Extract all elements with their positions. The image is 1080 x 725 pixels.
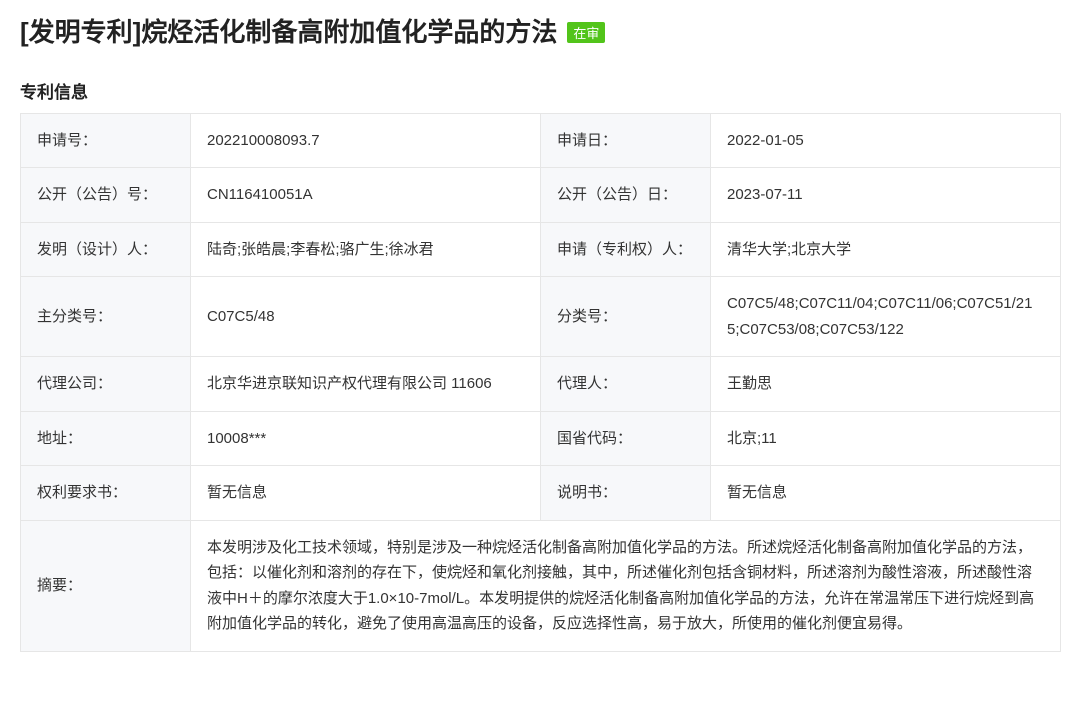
field-value: 暂无信息 [711,466,1061,521]
table-row: 代理公司：北京华进京联知识产权代理有限公司 11606代理人：王勤思 [21,357,1061,412]
table-row: 主分类号：C07C5/48分类号：C07C5/48;C07C11/04;C07C… [21,277,1061,357]
field-label: 公开（公告）日： [541,168,711,223]
table-row: 申请号：202210008093.7申请日：2022-01-05 [21,113,1061,168]
abstract-label: 摘要： [21,520,191,651]
field-value: 暂无信息 [191,466,541,521]
field-label: 主分类号： [21,277,191,357]
field-label: 申请日： [541,113,711,168]
field-value: 10008*** [191,411,541,466]
field-value: 202210008093.7 [191,113,541,168]
table-row: 地址：10008***国省代码：北京;11 [21,411,1061,466]
section-title: 专利信息 [20,78,1060,103]
field-label: 发明（设计）人： [21,222,191,277]
table-row: 发明（设计）人：陆奇;张皓晨;李春松;骆广生;徐冰君申请（专利权）人：清华大学;… [21,222,1061,277]
field-value: C07C5/48;C07C11/04;C07C11/06;C07C51/215;… [711,277,1061,357]
status-badge: 在审 [567,22,605,43]
field-value: C07C5/48 [191,277,541,357]
field-value: 清华大学;北京大学 [711,222,1061,277]
field-label: 代理人： [541,357,711,412]
field-label: 说明书： [541,466,711,521]
field-label: 代理公司： [21,357,191,412]
field-value: CN116410051A [191,168,541,223]
table-row: 公开（公告）号：CN116410051A公开（公告）日：2023-07-11 [21,168,1061,223]
title-row: [发明专利]烷烃活化制备高附加值化学品的方法 在审 [20,16,1060,50]
field-label: 国省代码： [541,411,711,466]
table-row-abstract: 摘要：本发明涉及化工技术领域，特别是涉及一种烷烃活化制备高附加值化学品的方法。所… [21,520,1061,651]
field-value: 北京华进京联知识产权代理有限公司 11606 [191,357,541,412]
field-label: 公开（公告）号： [21,168,191,223]
field-label: 申请号： [21,113,191,168]
field-label: 申请（专利权）人： [541,222,711,277]
patent-info-table: 申请号：202210008093.7申请日：2022-01-05公开（公告）号：… [20,113,1061,652]
field-value: 2022-01-05 [711,113,1061,168]
field-label: 地址： [21,411,191,466]
field-value: 陆奇;张皓晨;李春松;骆广生;徐冰君 [191,222,541,277]
field-label: 分类号： [541,277,711,357]
patent-type-prefix: [发明专利] [20,17,141,47]
field-value: 2023-07-11 [711,168,1061,223]
abstract-value: 本发明涉及化工技术领域，特别是涉及一种烷烃活化制备高附加值化学品的方法。所述烷烃… [191,520,1061,651]
table-row: 权利要求书：暂无信息说明书：暂无信息 [21,466,1061,521]
field-value: 王勤思 [711,357,1061,412]
patent-title-text: 烷烃活化制备高附加值化学品的方法 [141,17,557,47]
field-value: 北京;11 [711,411,1061,466]
field-label: 权利要求书： [21,466,191,521]
page-title: [发明专利]烷烃活化制备高附加值化学品的方法 [20,16,557,50]
